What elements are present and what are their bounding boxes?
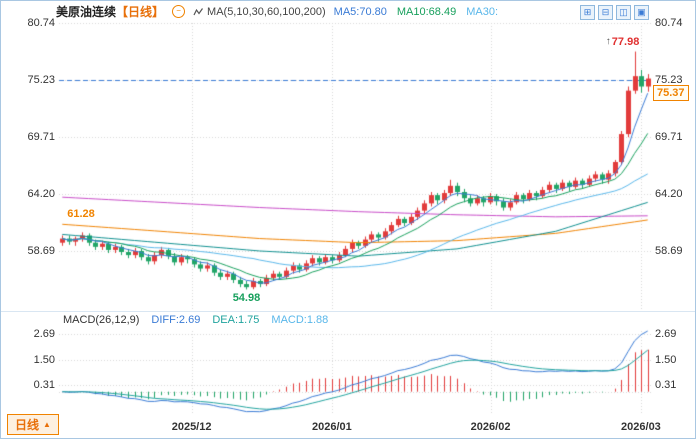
dropdown-arrow-icon: ▲ bbox=[43, 419, 51, 429]
ma-values: MA5:70.80 MA10:68.49 MA30: bbox=[334, 6, 498, 18]
panel-divider bbox=[1, 311, 695, 312]
bottom-axis-bar: 日线 ▲ bbox=[1, 414, 695, 438]
settings-icon[interactable]: − bbox=[172, 5, 186, 18]
ma-value-label: MA10:68.49 bbox=[396, 5, 457, 18]
macd-values: DIFF:2.69 DEA:1.75 MACD:1.88 bbox=[151, 314, 328, 326]
layout-hsplit-icon[interactable]: ⊟ bbox=[598, 5, 613, 20]
macd-value-label: DEA:1.75 bbox=[212, 314, 260, 326]
layout-vsplit-icon[interactable]: ◫ bbox=[616, 5, 631, 20]
ma-value-label: MA30: bbox=[466, 5, 498, 18]
period-tag: 【日线】 bbox=[116, 5, 165, 19]
chart-header: 美原油连续 【日线】 − MA(5,10,30,60,100,200) MA5:… bbox=[56, 4, 498, 19]
layout-buttons: ⊞ ⊟ ◫ ▣ bbox=[580, 5, 649, 20]
ma-params-label[interactable]: MA(5,10,30,60,100,200) bbox=[207, 5, 326, 18]
indicator-zigzag-icon bbox=[193, 7, 204, 15]
macd-value-label: MACD:1.88 bbox=[271, 314, 329, 326]
period-selector[interactable]: 日线 ▲ bbox=[7, 414, 59, 435]
title-group: 美原油连续 【日线】 bbox=[56, 3, 164, 20]
macd-header: MACD(26,12,9) DIFF:2.69 DEA:1.75 MACD:1.88 bbox=[63, 314, 328, 326]
ma-value-label: MA5:70.80 bbox=[333, 5, 387, 18]
layout-single-icon[interactable]: ▣ bbox=[634, 5, 649, 20]
symbol-title: 美原油连续 bbox=[56, 5, 117, 19]
layout-grid-icon[interactable]: ⊞ bbox=[580, 5, 595, 20]
macd-params-label[interactable]: MACD(26,12,9) bbox=[63, 314, 140, 326]
macd-value-label: DIFF:2.69 bbox=[151, 314, 201, 326]
period-selector-label: 日线 bbox=[15, 418, 40, 432]
ma-group: MA(5,10,30,60,100,200) bbox=[193, 6, 326, 18]
